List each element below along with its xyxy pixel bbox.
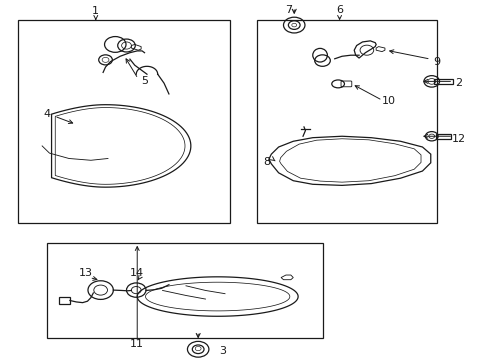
Text: 8: 8 [263, 157, 269, 167]
Text: 11: 11 [130, 339, 144, 349]
Text: 3: 3 [219, 346, 225, 356]
Bar [59, 297, 70, 304]
Text: 12: 12 [451, 134, 465, 144]
Bar [256, 21, 436, 223]
Text: 9: 9 [433, 57, 440, 67]
Text: 10: 10 [381, 96, 394, 106]
Text: 14: 14 [130, 268, 144, 278]
Bar [435, 134, 450, 139]
Text: 6: 6 [335, 5, 343, 15]
Bar [433, 78, 452, 84]
Bar [18, 21, 229, 223]
Text: 1: 1 [92, 6, 99, 17]
Text: 7: 7 [284, 5, 291, 15]
Text: 5: 5 [141, 76, 148, 86]
Text: 13: 13 [79, 268, 93, 278]
Text: 4: 4 [43, 109, 50, 119]
Text: 2: 2 [454, 78, 462, 88]
Bar [47, 243, 322, 338]
